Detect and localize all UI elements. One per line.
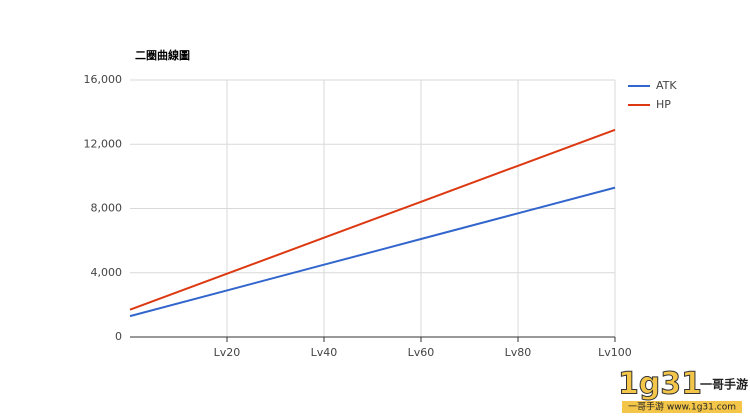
x-tick-label: Lv100 — [598, 346, 632, 359]
y-tick-label: 0 — [115, 330, 122, 343]
chart-title: 二圈曲線圖 — [135, 48, 190, 62]
y-tick-label: 16,000 — [84, 73, 123, 86]
watermark-band — [622, 401, 742, 413]
legend-label: ATK — [656, 79, 677, 92]
y-tick-label: 8,000 — [91, 202, 123, 215]
x-tick-label: Lv60 — [408, 346, 435, 359]
watermark-brand: 一哥手游 — [700, 377, 748, 392]
watermark-logo: 1g31 — [618, 367, 702, 402]
series-line — [129, 128, 616, 311]
x-tick-label: Lv80 — [505, 346, 532, 359]
x-tick-label: Lv40 — [311, 346, 338, 359]
y-tick-label: 12,000 — [84, 137, 123, 150]
x-tick-label: Lv20 — [214, 346, 241, 359]
y-tick-label: 4,000 — [91, 266, 123, 279]
legend-label: HP — [656, 98, 671, 111]
watermark: 1g31 一哥手游 一哥手游 www.1g31.com — [617, 366, 748, 413]
watermark-site: 一哥手游 www.1g31.com — [628, 401, 736, 413]
series-line — [129, 186, 616, 318]
